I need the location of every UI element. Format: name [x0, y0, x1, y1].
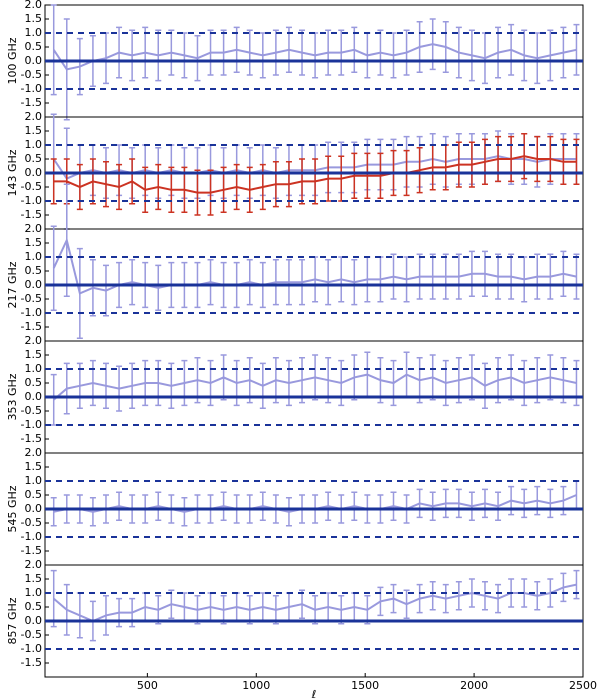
y-tick-label: -1.0 [21, 418, 42, 431]
y-tick-label: 0.5 [25, 152, 43, 165]
y-tick-label: 1.5 [25, 236, 43, 249]
y-tick-label: 1.5 [25, 348, 43, 361]
y-tick-label: -0.5 [21, 628, 42, 641]
x-tick-label: 1000 [242, 679, 270, 692]
y-tick-label: -1.0 [21, 530, 42, 543]
y-tick-label: 0.0 [25, 502, 43, 515]
y-tick-label: 2.0 [25, 334, 43, 347]
y-tick-label: -1.0 [21, 194, 42, 207]
y-tick-label: -1.5 [21, 544, 42, 557]
y-axis-label: 545 GHz [6, 485, 19, 532]
y-tick-label: -1.5 [21, 656, 42, 669]
y-tick-label: 1.0 [25, 138, 43, 151]
x-tick-label: 2500 [569, 679, 597, 692]
y-tick-label: 2.0 [25, 558, 43, 571]
y-tick-label: -1.0 [21, 306, 42, 319]
y-tick-label: 1.5 [25, 124, 43, 137]
y-tick-label: -1.5 [21, 96, 42, 109]
y-tick-label: 1.5 [25, 12, 43, 25]
y-tick-label: 2.0 [25, 110, 43, 123]
y-tick-label: -1.5 [21, 208, 42, 221]
y-tick-label: -0.5 [21, 292, 42, 305]
y-tick-label: -0.5 [21, 404, 42, 417]
data-line [53, 583, 577, 623]
y-tick-label: 0.5 [25, 264, 43, 277]
y-tick-label: 2.0 [25, 0, 43, 11]
x-tick-label: 2000 [460, 679, 488, 692]
data-line [53, 155, 577, 194]
y-tick-label: 2.0 [25, 222, 43, 235]
data-line [52, 43, 577, 71]
y-tick-label: 0.0 [25, 54, 43, 67]
y-tick-label: -1.0 [21, 642, 42, 655]
y-axis-label: 857 GHz [6, 597, 19, 644]
y-tick-label: 1.5 [25, 460, 43, 473]
y-tick-label: 1.0 [25, 250, 43, 263]
y-tick-label: 0.5 [25, 376, 43, 389]
y-tick-label: 2.0 [25, 446, 43, 459]
y-tick-label: 1.0 [25, 362, 43, 375]
y-tick-label: 0.0 [25, 278, 43, 291]
y-tick-label: 1.0 [25, 474, 43, 487]
y-tick-label: 0.5 [25, 488, 43, 501]
x-tick-label: 500 [137, 679, 158, 692]
y-tick-label: -0.5 [21, 180, 42, 193]
y-axis-label: 353 GHz [6, 373, 19, 420]
error-bar [573, 138, 580, 185]
y-tick-label: 1.5 [25, 572, 43, 585]
y-tick-label: 1.0 [25, 26, 43, 39]
data-line [53, 373, 577, 401]
y-tick-label: -1.0 [21, 82, 42, 95]
y-tick-label: 1.0 [25, 586, 43, 599]
y-tick-label: 0.0 [25, 166, 43, 179]
y-axis-label: 217 GHz [6, 261, 19, 308]
y-tick-label: -1.5 [21, 320, 42, 333]
y-axis-label: 100 GHz [6, 37, 19, 84]
y-axis-label: 143 GHz [6, 149, 19, 196]
y-tick-label: 0.5 [25, 40, 43, 53]
error-bar [573, 253, 580, 300]
x-tick-label: 1500 [351, 679, 379, 692]
y-tick-label: 0.0 [25, 390, 43, 403]
y-tick-label: -0.5 [21, 68, 42, 81]
y-tick-label: -1.5 [21, 432, 42, 445]
y-tick-label: 0.0 [25, 614, 43, 627]
y-tick-label: 0.5 [25, 600, 43, 613]
x-axis-label: ℓ [311, 688, 317, 700]
y-tick-label: -0.5 [21, 516, 42, 529]
